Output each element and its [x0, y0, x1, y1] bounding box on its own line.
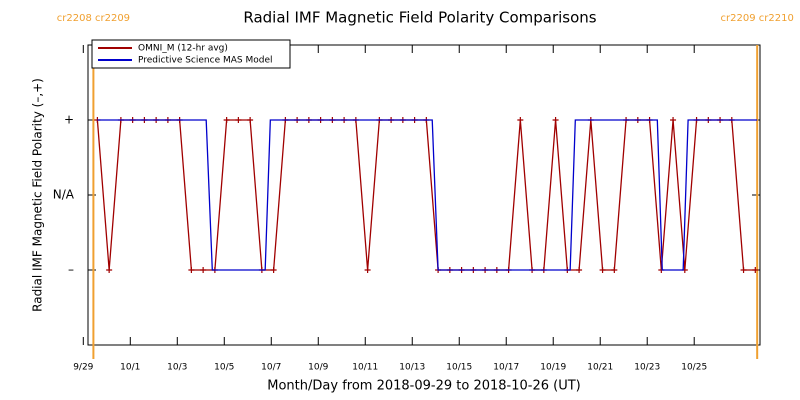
legend-label: OMNI_M (12-hr avg)	[138, 44, 228, 54]
data-marker	[611, 267, 618, 273]
data-marker	[576, 267, 583, 273]
x-tick-label: 9/29	[73, 363, 93, 373]
data-marker	[740, 267, 747, 273]
x-tick-label: 10/7	[261, 363, 281, 373]
data-marker	[188, 267, 195, 273]
data-marker	[270, 267, 277, 273]
data-marker	[517, 117, 524, 123]
x-tick-label: 10/11	[352, 363, 378, 373]
data-marker	[106, 267, 113, 273]
series-line	[97, 119, 758, 271]
legend-label: Predictive Science MAS Model	[138, 56, 273, 66]
y-tick-label: N/A	[53, 188, 75, 202]
data-marker	[247, 117, 254, 123]
data-marker	[235, 117, 242, 123]
x-tick-label: 10/19	[540, 363, 566, 373]
rotation-label: cr2208 cr2209	[57, 13, 130, 24]
x-tick-label: 10/1	[120, 363, 140, 373]
x-tick-label: 10/15	[446, 363, 472, 373]
data-marker	[364, 267, 371, 273]
x-axis-label: Month/Day from 2018-09-29 to 2018-10-26 …	[267, 379, 580, 394]
data-marker	[223, 117, 230, 123]
x-tick-label: 10/23	[634, 363, 660, 373]
x-tick-label: 10/13	[399, 363, 425, 373]
legend-box	[91, 39, 291, 69]
y-tick-label: –	[68, 263, 74, 277]
x-tick-label: 10/3	[167, 363, 187, 373]
x-tick-label: 10/5	[214, 363, 234, 373]
chart-title: Radial IMF Magnetic Field Polarity Compa…	[243, 9, 596, 27]
data-marker	[552, 117, 559, 123]
series-line	[96, 119, 756, 271]
data-marker	[599, 267, 606, 273]
rotation-label: cr2209 cr2210	[721, 13, 794, 24]
y-tick-label: +	[64, 113, 74, 127]
x-tick-label: 10/21	[587, 363, 613, 373]
data-marker	[752, 267, 759, 273]
x-tick-label: 10/25	[681, 363, 707, 373]
x-tick-label: 10/9	[308, 363, 328, 373]
x-tick-label: 10/17	[493, 363, 519, 373]
data-marker	[200, 267, 207, 273]
data-marker	[670, 117, 677, 123]
y-axis-label: Radial IMF Magnetic Field Polarity (–,+)	[31, 78, 45, 312]
